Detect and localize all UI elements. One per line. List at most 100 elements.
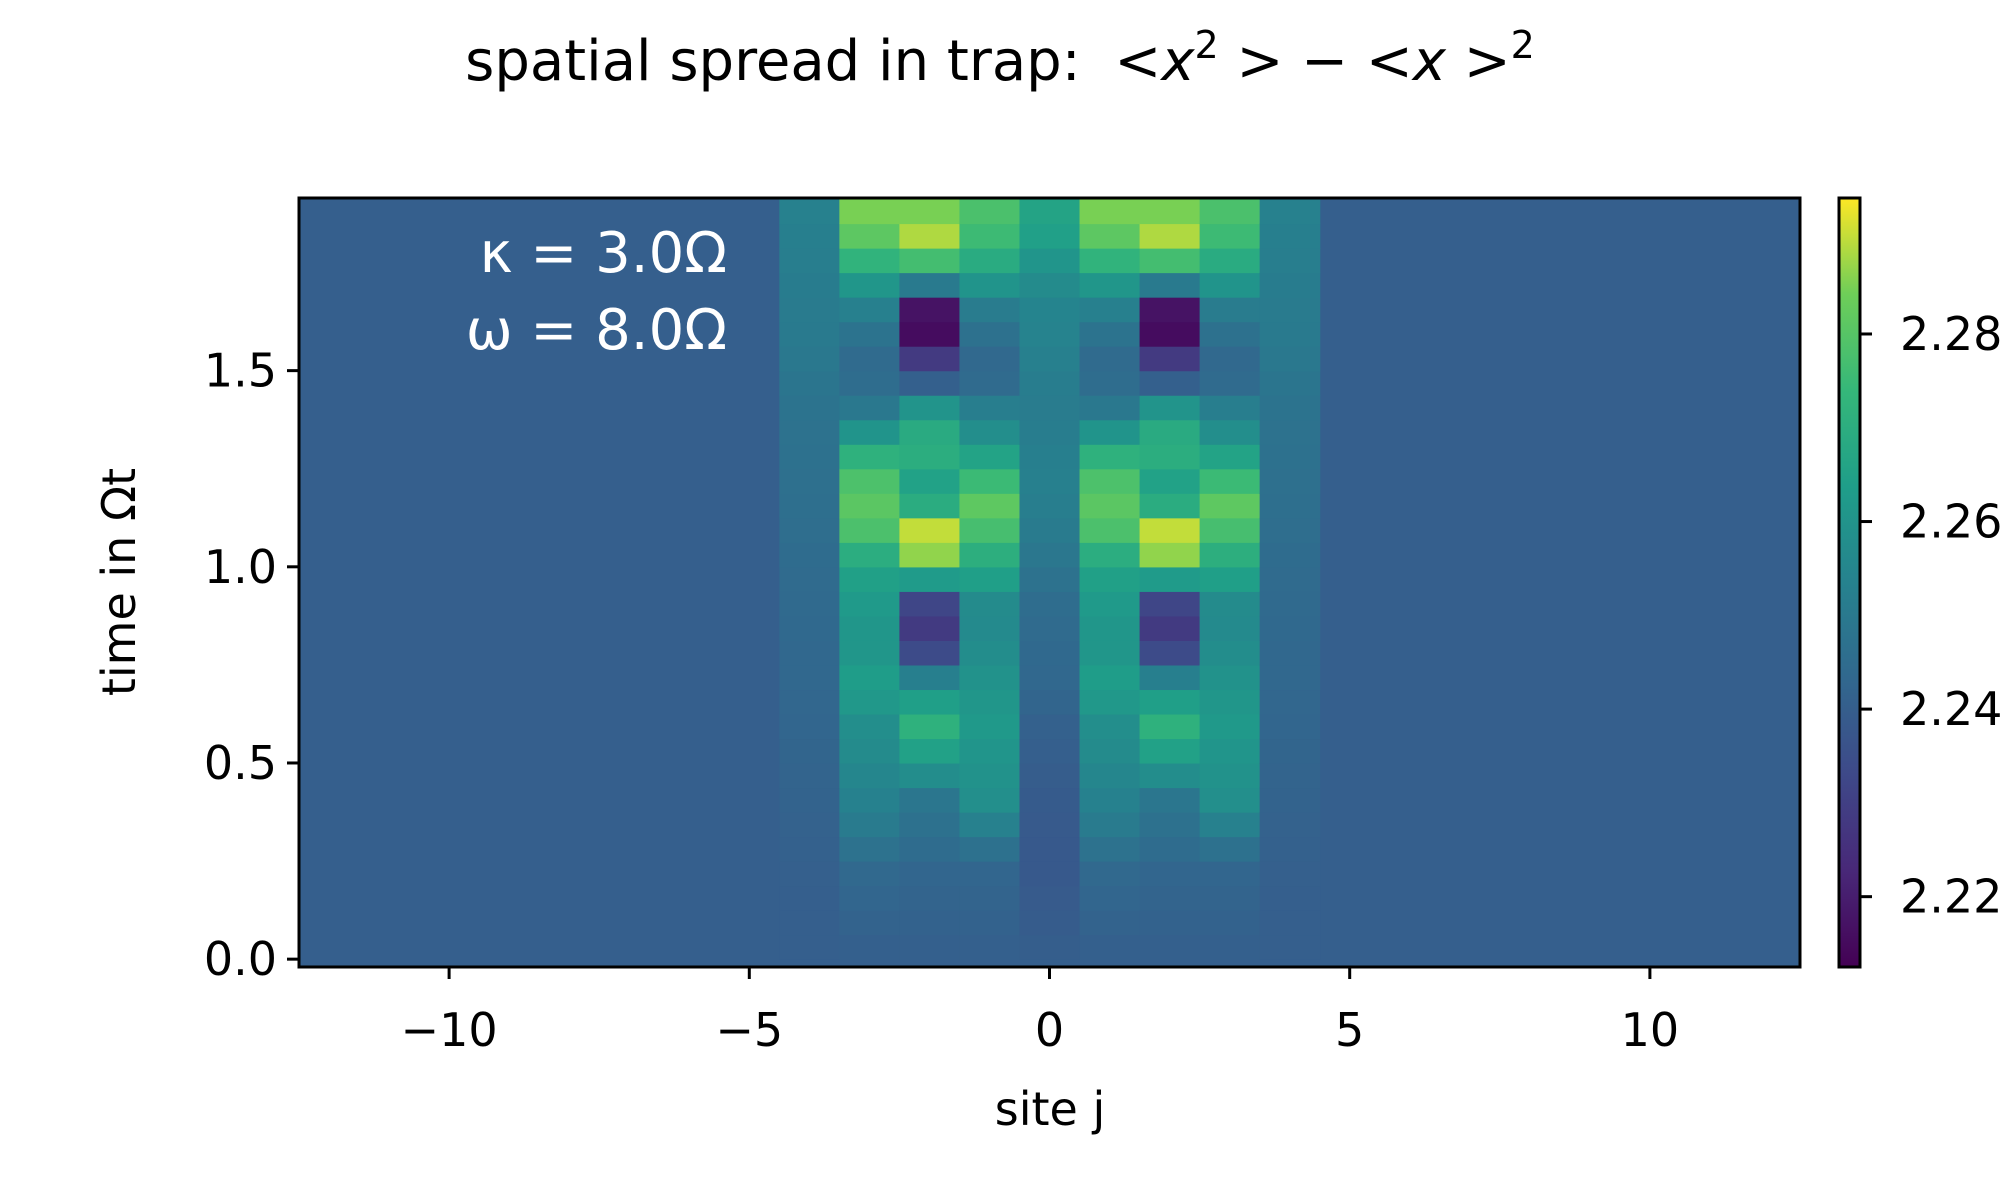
heatmap-cell [1259, 836, 1321, 862]
heatmap-cell [959, 861, 1021, 887]
x-axis-ticks: −10 −5 0 5 10 [401, 967, 1679, 1057]
heatmap-cell [1199, 223, 1261, 249]
heatmap-cell [839, 223, 900, 249]
heatmap-cell [1139, 566, 1201, 592]
heatmap-cell [779, 444, 840, 470]
heatmap-cell [839, 812, 900, 838]
heatmap-cell [1019, 910, 1081, 936]
heatmap-cell [1199, 468, 1261, 494]
y-tick-label: 0.5 [204, 736, 277, 790]
heatmap-cell [1079, 836, 1141, 862]
heatmap-cell [959, 297, 1021, 323]
heatmap-cell [1259, 198, 1321, 225]
heatmap-cell [1079, 934, 1141, 960]
heatmap-cell [1139, 836, 1201, 862]
heatmap-cell [1019, 517, 1081, 543]
heatmap-cell [1259, 885, 1321, 911]
heatmap-cell [1259, 419, 1321, 445]
heatmap-cell [1259, 566, 1321, 592]
chart-title: spatial spread in trap: <x2 > − <x >2 [465, 23, 1535, 94]
heatmap-cell [959, 444, 1021, 470]
heatmap-cell [1139, 787, 1201, 813]
heatmap-cell [779, 812, 840, 838]
heatmap-cell [1019, 885, 1081, 911]
heatmap-cell [1139, 370, 1201, 396]
heatmap-cell [1079, 664, 1141, 691]
heatmap-cell [779, 591, 840, 617]
heatmap-cell [779, 885, 840, 911]
heatmap-cell [959, 910, 1021, 936]
heatmap-cell [1259, 762, 1321, 789]
heatmap-cell [899, 248, 961, 274]
y-tick-label: 1.0 [204, 540, 277, 594]
heatmap-cell [1259, 664, 1321, 691]
chart-title-prefix: spatial spread in trap: [465, 29, 1080, 94]
heatmap-cell [839, 689, 900, 715]
heatmap-cell [959, 640, 1021, 666]
chart-title-math: <x2 > − <x >2 [1114, 23, 1534, 94]
heatmap-cell [1139, 321, 1201, 347]
heatmap-cell [1199, 836, 1261, 862]
colorbar-gradient [1837, 196, 1862, 969]
heatmap-cell [899, 370, 961, 396]
heatmap-cell [1079, 738, 1141, 764]
heatmap-cell [1139, 493, 1201, 519]
heatmap-cell [1019, 444, 1081, 470]
heatmap-cell [899, 419, 961, 445]
heatmap-cell [959, 738, 1021, 764]
heatmap-cell [1019, 419, 1081, 445]
heatmap-cell [1139, 762, 1201, 789]
heatmap-cell [1199, 517, 1261, 543]
heatmap-cell [959, 713, 1021, 740]
heatmap-cell [1139, 198, 1201, 225]
heatmap-cell [1079, 248, 1141, 274]
heatmap-cell [839, 787, 900, 813]
heatmap-cell [959, 591, 1021, 617]
heatmap-cell [779, 689, 840, 715]
heatmap-cell [839, 419, 900, 445]
heatmap-cell [1079, 713, 1141, 740]
heatmap-cell [839, 468, 900, 494]
heatmap-cell [899, 640, 961, 666]
heatmap-cell [1019, 297, 1081, 323]
heatmap-cell [1139, 885, 1201, 911]
x-tick-label: −5 [715, 1003, 783, 1057]
heatmap-cell [1199, 861, 1261, 887]
heatmap-cell [1019, 836, 1081, 862]
heatmap-cell [1139, 689, 1201, 715]
heatmap-cell [899, 836, 961, 862]
heatmap-cell [1139, 419, 1201, 445]
heatmap-cell [1199, 591, 1261, 617]
colorbar-tick-label: 2.28 [1900, 307, 2000, 361]
heatmap-cell [779, 861, 840, 887]
heatmap-cell [779, 370, 840, 396]
heatmap-cell [1139, 223, 1201, 249]
heatmap-cell [839, 198, 900, 225]
heatmap-cell [899, 493, 961, 519]
heatmap-cell [1019, 664, 1081, 691]
heatmap-cell [839, 591, 900, 617]
heatmap-cell [1139, 468, 1201, 494]
heatmap-cell [1019, 762, 1081, 789]
heatmap-cell [959, 812, 1021, 838]
heatmap-cell [1079, 395, 1141, 421]
heatmap-cell [1019, 542, 1081, 568]
heatmap-cell [1259, 370, 1321, 396]
x-tick-label: 5 [1335, 1003, 1364, 1057]
heatmap-cell [779, 910, 840, 936]
heatmap-cell [1259, 542, 1321, 568]
heatmap-cell [1079, 885, 1141, 911]
heatmap-cell [1199, 419, 1261, 445]
colorbar-tick-label: 2.24 [1900, 682, 2000, 736]
heatmap-cell [899, 395, 961, 421]
heatmap-cell [1199, 910, 1261, 936]
heatmap-cell [899, 297, 961, 323]
heatmap-cell [779, 542, 840, 568]
plot-area [297, 196, 1802, 969]
heatmap-cell [899, 934, 961, 960]
heatmap-cell [1199, 346, 1261, 372]
y-tick-label: 0.0 [204, 932, 277, 986]
heatmap-cell [1019, 370, 1081, 396]
heatmap-cell [1079, 812, 1141, 838]
